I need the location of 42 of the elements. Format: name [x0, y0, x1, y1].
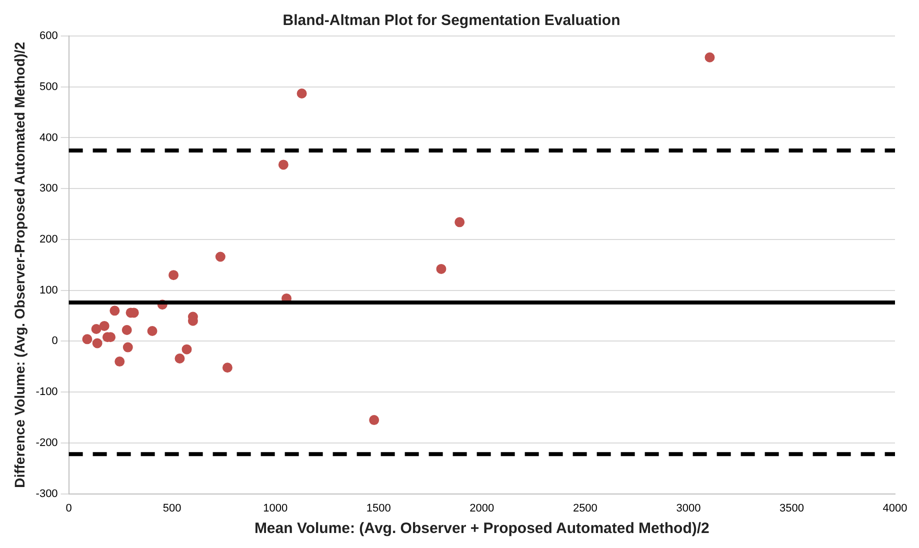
point	[278, 160, 288, 170]
point	[182, 344, 192, 354]
point	[82, 334, 92, 344]
x-tick-label: 0	[66, 502, 72, 514]
x-axis-title: Mean Volume: (Avg. Observer + Proposed Automated Method)/2	[254, 520, 710, 538]
y-tick-label: 400	[39, 132, 58, 144]
x-tick-label: 2000	[470, 502, 494, 514]
point	[99, 320, 110, 331]
point	[215, 252, 226, 262]
y-tick-label: 300	[39, 182, 58, 195]
y-tick-label: -100	[36, 386, 58, 398]
point	[122, 342, 133, 352]
x-tick-label: 3500	[779, 502, 804, 514]
point	[174, 353, 185, 364]
point	[369, 415, 380, 426]
point	[454, 217, 465, 228]
y-tick-label: 200	[39, 234, 58, 246]
point	[92, 338, 102, 348]
x-tick-label: 3000	[676, 502, 701, 514]
point	[436, 264, 446, 274]
point	[222, 362, 232, 373]
x-tick-label: 2500	[572, 502, 598, 514]
point	[91, 324, 102, 334]
y-tick-label: 0	[52, 335, 58, 348]
x-tick-label: 4000	[882, 502, 908, 514]
point	[704, 52, 715, 62]
y-tick-label: -300	[36, 488, 58, 500]
x-tick-label: 500	[162, 502, 182, 514]
y-tick-label: 100	[39, 284, 58, 296]
y-axis-title: Difference Volume: (Avg. Observer-Proposed Automated Method)/2	[11, 42, 28, 488]
point	[147, 326, 158, 336]
y-tick-label: 500	[39, 80, 58, 93]
point	[110, 306, 120, 316]
chart-title: Bland-Altman Plot for Segmentation Evaluation	[282, 12, 620, 30]
x-tick-label: 1000	[263, 502, 288, 514]
y-tick-label: 600	[39, 30, 58, 42]
point	[114, 356, 125, 367]
point	[296, 88, 307, 98]
x-tick-label: 1500	[366, 502, 391, 514]
point	[122, 325, 132, 336]
point	[168, 270, 179, 280]
y-tick-label: -200	[36, 436, 58, 449]
